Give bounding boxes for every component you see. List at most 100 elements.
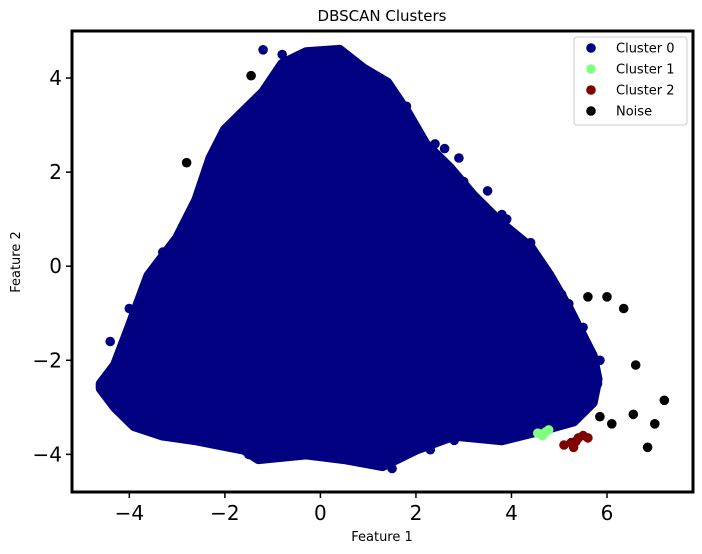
data-point xyxy=(449,435,460,446)
plot-frame xyxy=(70,29,695,494)
data-point xyxy=(516,430,526,441)
data-point xyxy=(501,214,512,224)
y-axis-ticks: −4 −2 0 2 4 xyxy=(33,66,72,466)
data-point xyxy=(224,125,235,135)
data-point xyxy=(540,266,550,276)
data-point xyxy=(243,449,254,460)
legend-marker xyxy=(586,106,596,116)
data-point xyxy=(583,433,593,443)
data-point xyxy=(201,430,211,441)
x-tick-label: −2 xyxy=(210,501,239,525)
data-point xyxy=(181,219,192,229)
data-point xyxy=(134,364,144,375)
data-point xyxy=(392,454,402,464)
data-point xyxy=(482,186,493,196)
data-point xyxy=(210,143,221,154)
data-point xyxy=(301,54,311,64)
series-layer xyxy=(95,44,670,474)
data-point xyxy=(650,419,660,429)
legend-label: Noise xyxy=(616,105,652,120)
legend-marker xyxy=(586,85,596,95)
data-point xyxy=(334,45,345,55)
y-tick-label: 4 xyxy=(49,66,62,90)
data-point xyxy=(530,251,541,262)
data-point xyxy=(642,442,653,453)
series-cluster-1 xyxy=(533,425,554,441)
x-tick-label: 0 xyxy=(314,501,327,525)
chart-title: DBSCAN Clusters xyxy=(318,7,447,25)
data-point xyxy=(158,247,168,257)
data-point xyxy=(454,153,464,163)
data-point xyxy=(124,303,135,314)
legend-label: Cluster 2 xyxy=(616,84,675,99)
data-point xyxy=(583,393,593,403)
data-point xyxy=(353,451,364,462)
data-point xyxy=(536,429,546,439)
data-point xyxy=(463,416,474,427)
data-point xyxy=(568,411,579,422)
data-point xyxy=(191,200,201,210)
data-point xyxy=(595,355,605,366)
data-point xyxy=(659,395,670,406)
data-point xyxy=(181,157,192,168)
data-point xyxy=(277,49,288,60)
data-point xyxy=(439,143,450,154)
legend: Cluster 0 Cluster 1 Cluster 2 Noise xyxy=(573,36,688,126)
data-point xyxy=(628,409,639,420)
data-point xyxy=(487,426,498,436)
y-tick-label: 2 xyxy=(49,160,62,184)
data-point xyxy=(382,82,393,93)
data-point xyxy=(583,292,593,302)
data-point xyxy=(124,416,135,427)
legend-label: Cluster 0 xyxy=(616,42,675,57)
x-axis-label: Feature 1 xyxy=(351,530,413,545)
data-point xyxy=(201,176,211,187)
legend-label: Cluster 1 xyxy=(616,63,675,78)
legend-marker xyxy=(586,43,596,53)
x-tick-label: 6 xyxy=(601,501,614,525)
data-point xyxy=(315,59,326,69)
y-tick-label: −2 xyxy=(33,348,62,372)
data-point xyxy=(564,299,574,309)
y-axis-label: Feature 2 xyxy=(9,231,24,293)
data-point xyxy=(578,322,588,333)
data-point xyxy=(458,176,469,187)
data-point xyxy=(253,454,264,464)
data-point xyxy=(630,360,641,370)
data-point xyxy=(246,70,256,81)
data-point xyxy=(430,139,440,149)
data-point xyxy=(387,463,397,474)
y-tick-label: 0 xyxy=(49,254,62,278)
data-point xyxy=(138,284,149,295)
data-point xyxy=(595,411,605,422)
x-tick-label: −4 xyxy=(115,501,144,525)
data-point xyxy=(602,292,612,302)
data-point xyxy=(425,444,436,455)
data-point xyxy=(105,336,115,347)
data-point xyxy=(571,436,581,447)
data-point xyxy=(372,459,383,469)
data-point xyxy=(401,101,412,112)
data-point xyxy=(549,402,560,413)
data-point xyxy=(543,425,554,435)
data-point xyxy=(177,421,187,431)
data-point xyxy=(592,379,603,389)
data-point xyxy=(267,77,278,88)
data-point xyxy=(286,444,297,455)
data-point xyxy=(153,426,163,436)
x-axis-ticks: −4 −2 0 2 4 6 xyxy=(115,492,614,525)
data-point xyxy=(148,308,158,319)
data-point xyxy=(325,449,335,460)
data-point xyxy=(110,393,120,403)
data-point xyxy=(618,303,629,314)
data-point xyxy=(587,350,598,361)
data-point xyxy=(607,419,617,429)
data-point xyxy=(556,289,567,300)
data-point xyxy=(258,45,268,55)
y-tick-label: −4 xyxy=(33,442,62,466)
data-point xyxy=(248,101,259,112)
series-noise xyxy=(181,70,670,453)
data-point xyxy=(368,77,378,88)
x-tick-label: 2 xyxy=(410,501,423,525)
